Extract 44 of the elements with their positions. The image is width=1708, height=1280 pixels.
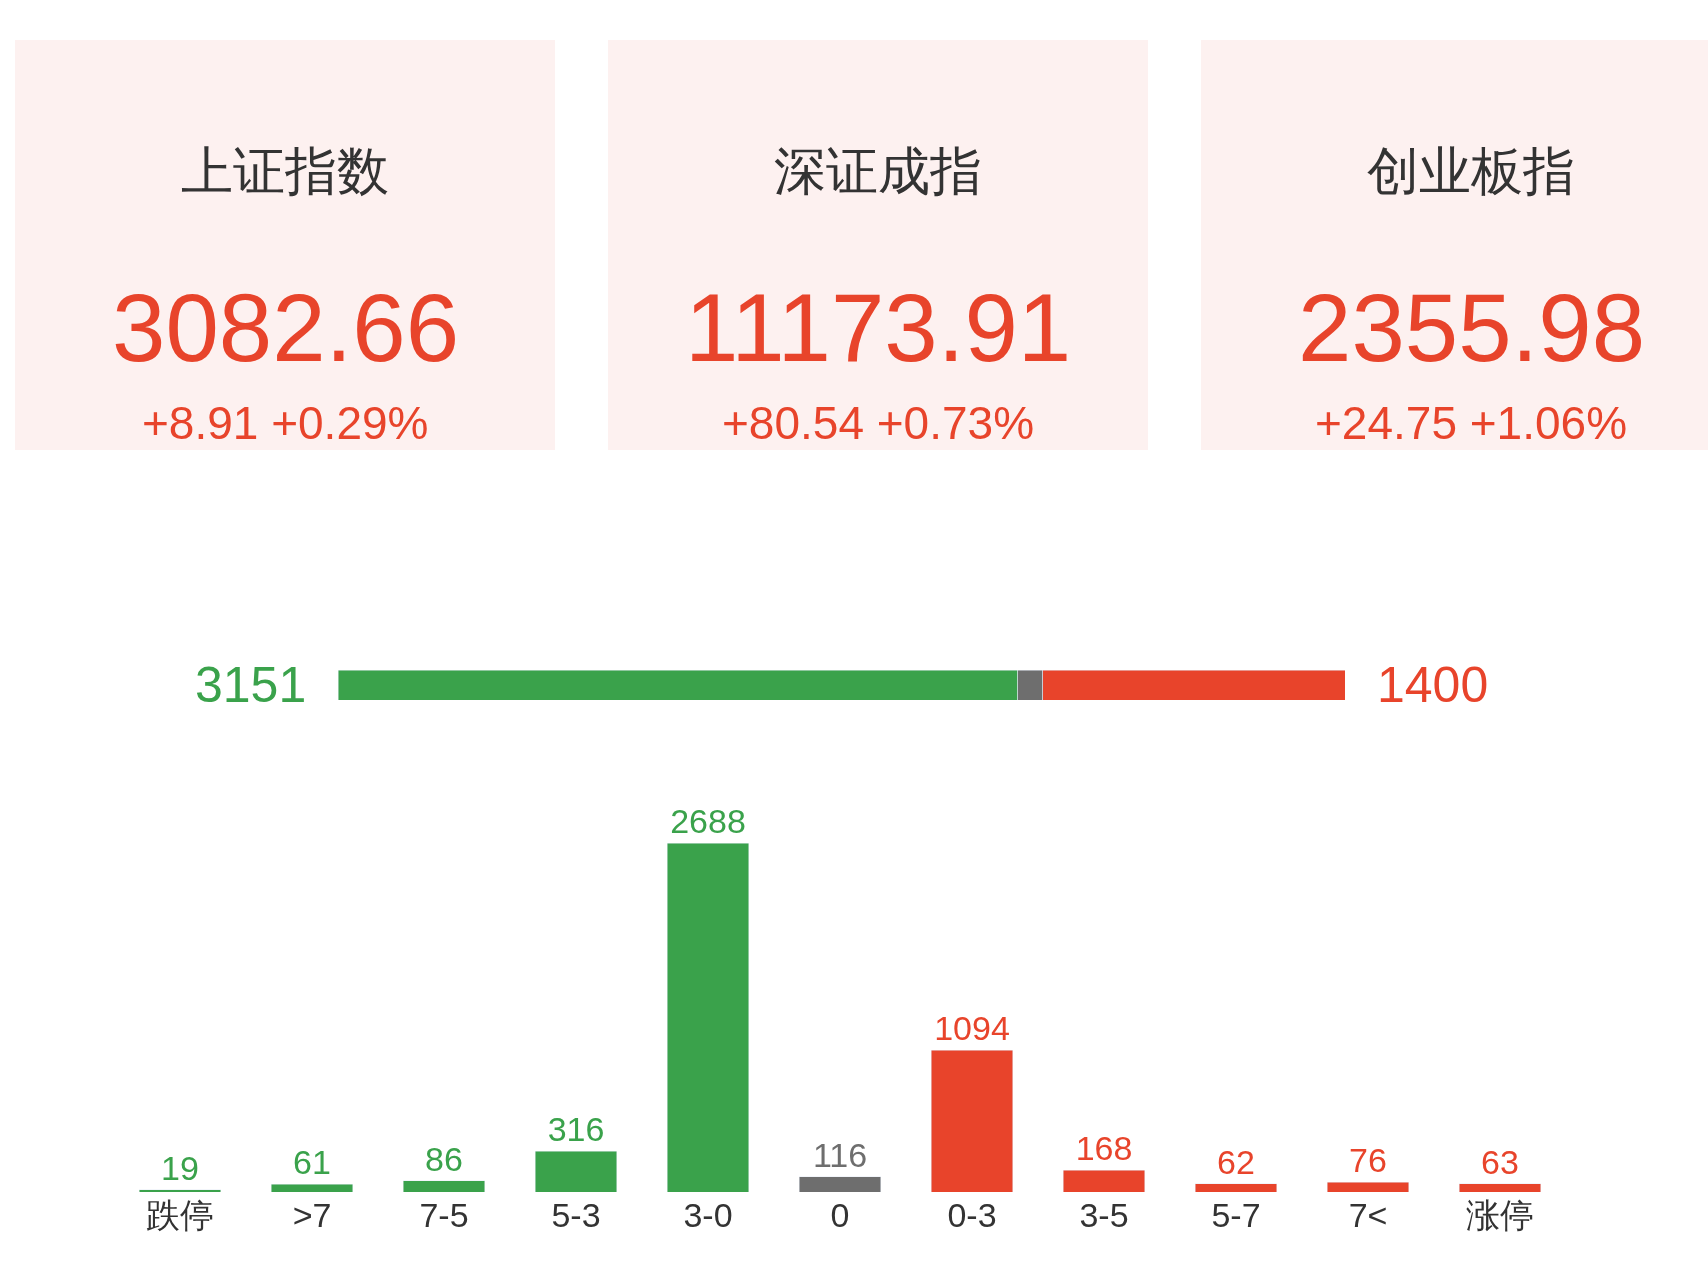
bar <box>1062 1169 1146 1192</box>
x-tick-label: 5-3 <box>551 1196 601 1234</box>
bar <box>798 1176 882 1192</box>
bar <box>270 1183 354 1192</box>
text: 11173.91 <box>685 274 1072 381</box>
x-tick-label: 涨停 <box>1466 1196 1534 1234</box>
x-tick-label: 3-0 <box>683 1196 733 1234</box>
bar <box>1194 1183 1278 1192</box>
data-label: 3151 <box>195 657 307 713</box>
text: +24.75 +1.06% <box>1315 397 1628 449</box>
x-tick-label: 3-5 <box>1079 1196 1129 1234</box>
data-label: 61 <box>293 1143 331 1182</box>
text: +8.91 +0.29% <box>142 397 429 449</box>
data-label: 86 <box>425 1139 463 1178</box>
x-tick-label: 跌停 <box>146 1196 214 1234</box>
bar <box>930 1049 1014 1192</box>
x-tick-label: >7 <box>292 1196 332 1234</box>
data-label: 63 <box>1481 1142 1519 1181</box>
data-label: 19 <box>161 1148 199 1187</box>
bar <box>666 843 750 1192</box>
text: 创业板指 <box>1367 142 1575 200</box>
x-tick-label: 5-7 <box>1211 1196 1261 1234</box>
text: 2355.98 <box>1298 274 1646 381</box>
data-label: 116 <box>812 1135 868 1174</box>
bar <box>402 1180 486 1192</box>
bar <box>534 1150 618 1192</box>
x-tick-label: 0-3 <box>947 1196 997 1234</box>
x-tick-label: 0 <box>830 1196 850 1234</box>
x-tick-label: 7-5 <box>419 1196 469 1234</box>
text: +80.54 +0.73% <box>722 397 1035 449</box>
data-label: 62 <box>1217 1142 1255 1181</box>
data-label: 168 <box>1075 1129 1133 1168</box>
data-label: 1400 <box>1377 657 1489 713</box>
bar <box>138 1189 222 1192</box>
bar <box>1458 1183 1542 1192</box>
text: 上证指数 <box>181 142 389 200</box>
data-label: 316 <box>547 1110 605 1149</box>
data-label: 2688 <box>670 802 746 841</box>
text: 3082.66 <box>112 274 460 381</box>
text: 深证成指 <box>774 142 982 200</box>
bar <box>1326 1181 1410 1192</box>
data-label: 76 <box>1349 1141 1387 1180</box>
data-label: 1094 <box>934 1009 1010 1048</box>
x-tick-label: 7< <box>1348 1196 1388 1234</box>
